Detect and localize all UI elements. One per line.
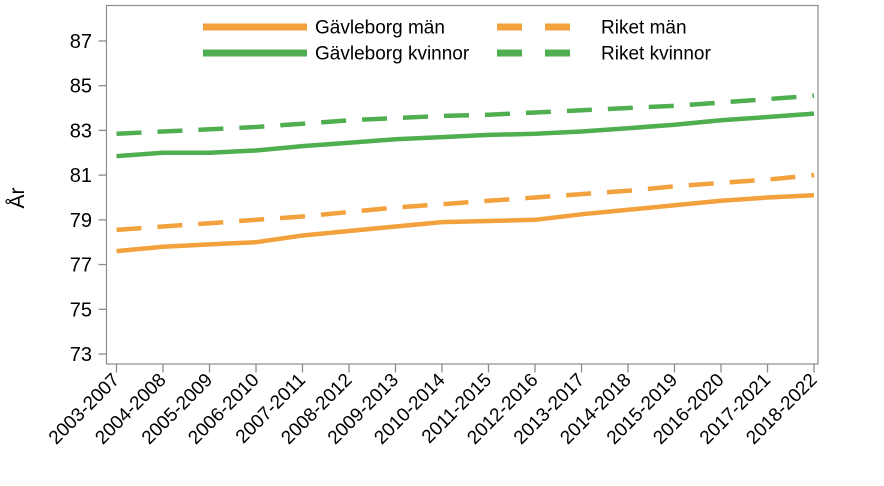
series-line-gavleborg-kvinnor <box>116 111 815 159</box>
chart-content: 73757779818385872003-20072004-20082005-2… <box>45 18 822 449</box>
y-axis-tick-label: 75 <box>70 299 92 321</box>
y-axis-title: År <box>6 187 29 208</box>
series-line-riket-kvinnor <box>116 93 815 137</box>
y-axis-tick-label: 81 <box>70 165 92 187</box>
plot-border <box>105 4 819 365</box>
legend-label-riket-kvinnor: Riket kvinnor <box>601 44 711 65</box>
y-axis-tick-label: 73 <box>70 344 92 366</box>
legend-label-gavleborg-kvinnor: Gävleborg kvinnor <box>315 44 470 65</box>
y-axis-tick-label: 85 <box>70 76 92 98</box>
series-line-riket-man <box>116 172 815 233</box>
legend-label-riket-man: Riket män <box>601 18 687 39</box>
y-axis-tick-label: 87 <box>70 31 92 53</box>
y-axis-tick-label: 83 <box>70 120 92 142</box>
y-axis-tick-label: 79 <box>70 210 92 232</box>
y-axis-tick-label: 77 <box>70 255 92 277</box>
legend-label-gavleborg-man: Gävleborg män <box>315 18 445 39</box>
series-line-gavleborg-man <box>116 192 815 254</box>
